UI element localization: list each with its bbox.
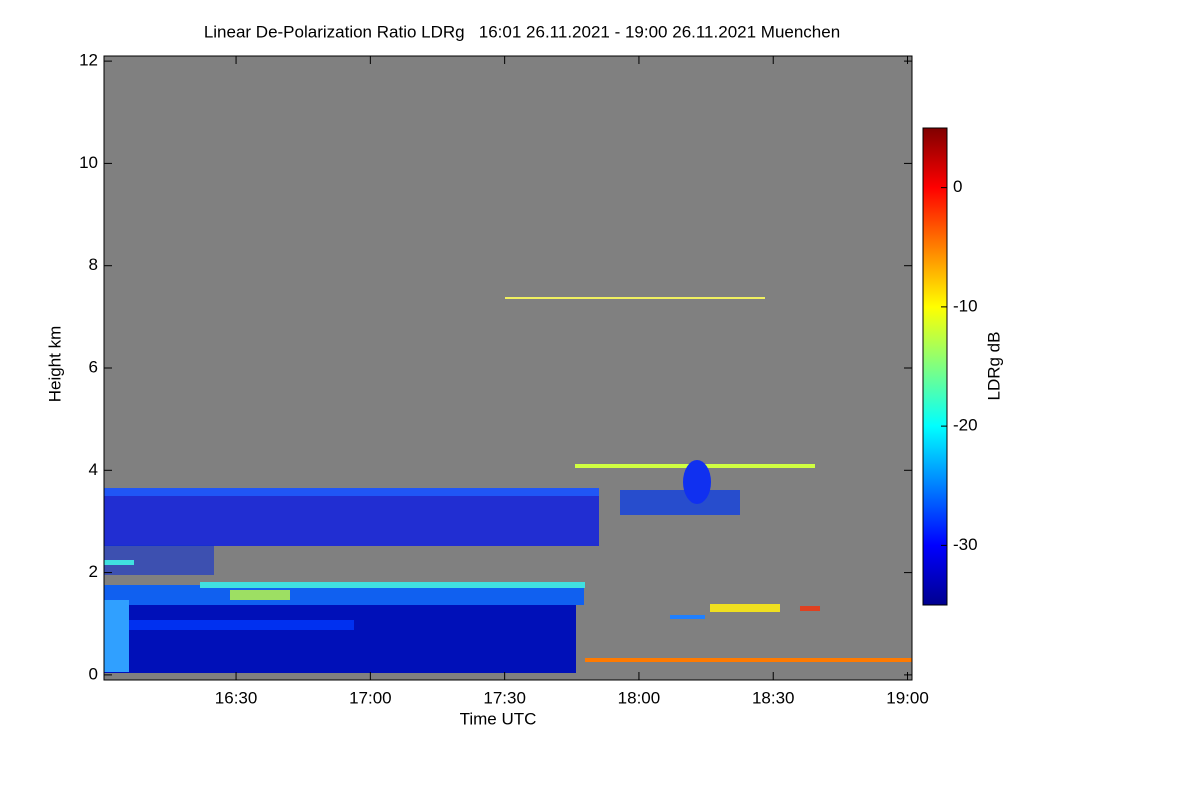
y-tick-label: 8 [89, 255, 98, 274]
colorbar-label: LDRg dB [984, 332, 1003, 401]
colorbar-tick-label: -30 [953, 535, 978, 554]
x-tick-label: 18:00 [618, 688, 661, 707]
y-tick-label: 6 [89, 357, 98, 376]
y-tick-label: 10 [79, 153, 98, 172]
y-tick-label: 0 [89, 664, 98, 683]
colorbar-tick-label: -20 [953, 416, 978, 435]
colorbar [922, 127, 948, 606]
x-tick-label: 16:30 [215, 688, 258, 707]
colorbar-tick-label: -10 [953, 296, 978, 315]
x-axis-label: Time UTC [460, 709, 537, 728]
chart-title: Linear De-Polarization Ratio LDRg 16:01 … [204, 22, 840, 41]
y-tick-label: 12 [79, 51, 98, 70]
x-tick-label: 18:30 [752, 688, 795, 707]
x-tick-label: 17:30 [483, 688, 526, 707]
y-axis-label: Height km [45, 326, 64, 403]
x-tick-label: 17:00 [349, 688, 392, 707]
y-tick-label: 2 [89, 562, 98, 581]
y-tick-label: 4 [89, 460, 98, 479]
colorbar-tick-label: 0 [953, 177, 962, 196]
x-tick-label: 19:00 [886, 688, 929, 707]
ldr-field [104, 56, 912, 680]
